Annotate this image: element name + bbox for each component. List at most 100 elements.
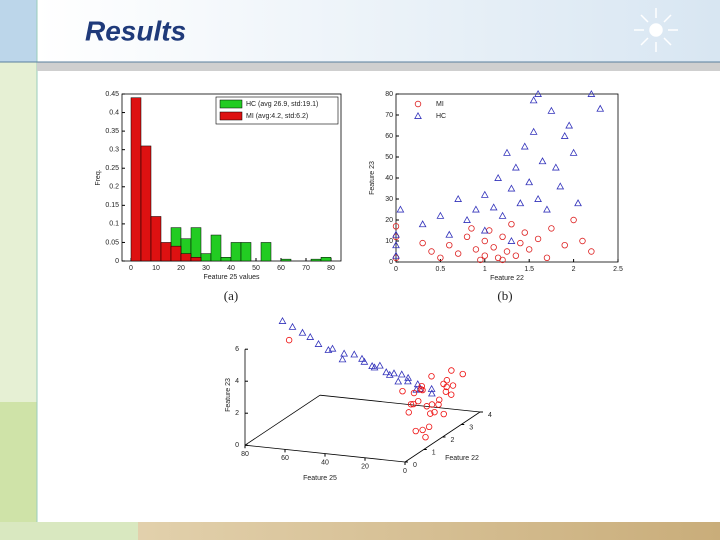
scatter-point [392,241,400,249]
y-axis-label: Feature 23 [369,161,376,195]
footer-block [0,522,138,540]
plot-frame [395,93,619,263]
x-tick-label: 50 [252,265,260,272]
scatter-point [392,230,400,238]
slide-title: Results [85,15,186,46]
scatter-point [561,241,568,249]
side-block [0,62,37,402]
scatter-point [525,178,534,186]
histogram-bar [190,227,202,262]
x-tick-label: 70 [302,265,310,272]
scatter-point [538,157,547,165]
scatter-point [499,256,506,264]
x-tick-label: 40 [321,459,329,466]
histogram-bar [260,242,272,262]
scatter-point [446,241,453,249]
scatter-point [480,226,489,234]
scatter3d-point [397,370,406,378]
scatter-point [454,250,462,257]
scatter-point [534,235,542,243]
y-tick-label: 1 [432,449,436,456]
scatter-point [494,173,502,181]
x-tick-label: 0 [129,265,133,272]
legend-marker [414,111,422,119]
scatter3d-point [412,427,419,435]
scatter-point [428,248,435,255]
x-tick-label: 0 [403,468,407,475]
scatter-point [512,252,520,259]
scatter-point [480,190,489,198]
legend-marker [414,100,422,108]
y-tick-label: 0.3 [109,147,119,154]
y-tick-label: 20 [385,217,393,224]
y-tick-label: 0.4 [109,109,119,116]
scatter3d-point [405,409,412,416]
scatter3d-point [306,332,315,340]
back-edge [319,394,481,413]
histogram-bar [150,216,162,262]
scatter-point [437,254,444,261]
scatter3d-point [436,396,443,403]
scatter3d-point [407,401,415,408]
x-tick-label: 40 [227,265,235,272]
scatter-point [477,256,484,264]
scatter3d-point [328,344,337,352]
scatter-point [529,127,538,135]
scatter3d-point [448,391,455,398]
scatter3d-point [418,382,425,390]
scatter-point [436,211,445,219]
histogram-bar [280,258,292,262]
scatter3d-point [449,382,457,389]
histogram-bar [190,257,202,262]
scatter-point [392,251,400,259]
x-tick-label: 0.5 [436,266,446,273]
histogram-bar [140,145,152,262]
z-tick-label: 6 [235,346,239,353]
scatter-point [507,184,516,192]
caption: (a) [224,288,238,303]
y-tick-label: 0 [115,258,119,265]
scatter-point [521,229,528,236]
y-tick-label: 0.35 [105,128,119,135]
scatter3d-point [443,377,451,384]
histogram-bar [200,253,212,262]
histogram-bar [310,258,322,262]
scatter3d-point [428,373,435,380]
scatter3d-point [425,423,433,431]
scatter3d-point [358,354,366,362]
header-band [37,0,720,62]
scatter-point [489,203,498,211]
scatter3d-point [390,369,398,377]
scatter3d-point [278,316,287,324]
x-axis-label: Feature 25 values [203,274,260,281]
scatter3d-point [340,349,349,357]
x-tick-label: 80 [241,451,249,458]
scatter3d-point [350,350,359,358]
logo [634,8,678,52]
scatter-point [534,194,542,202]
scatter3d-point [435,401,442,408]
side-block [0,0,37,62]
scatter-point [548,225,555,232]
x-tick-label: 10 [152,265,160,272]
legend-swatch [219,99,243,109]
legend-label: MI (avg:4.2, std:6.2) [246,113,308,120]
histogram-bar [210,234,222,262]
back-edge [244,394,321,446]
scatter3d-point [443,383,450,391]
scatter3d-point [370,363,379,371]
scatter3d-point [428,401,436,408]
scatter-point [517,239,524,247]
x-tick-label: 60 [281,455,289,462]
y-tick-label: 0.45 [105,91,119,98]
y-tick-label: 40 [385,175,393,182]
histogram-bar [130,97,142,262]
histogram-bar [230,242,242,262]
scatter-point [507,236,516,244]
x-tick-label: 2.5 [613,266,623,273]
scatter3d-point [298,328,307,336]
y-tick-label: 4 [488,412,492,419]
scatter-point [503,148,511,156]
scatter3d-point [415,397,422,405]
scatter3d-point [403,377,412,385]
